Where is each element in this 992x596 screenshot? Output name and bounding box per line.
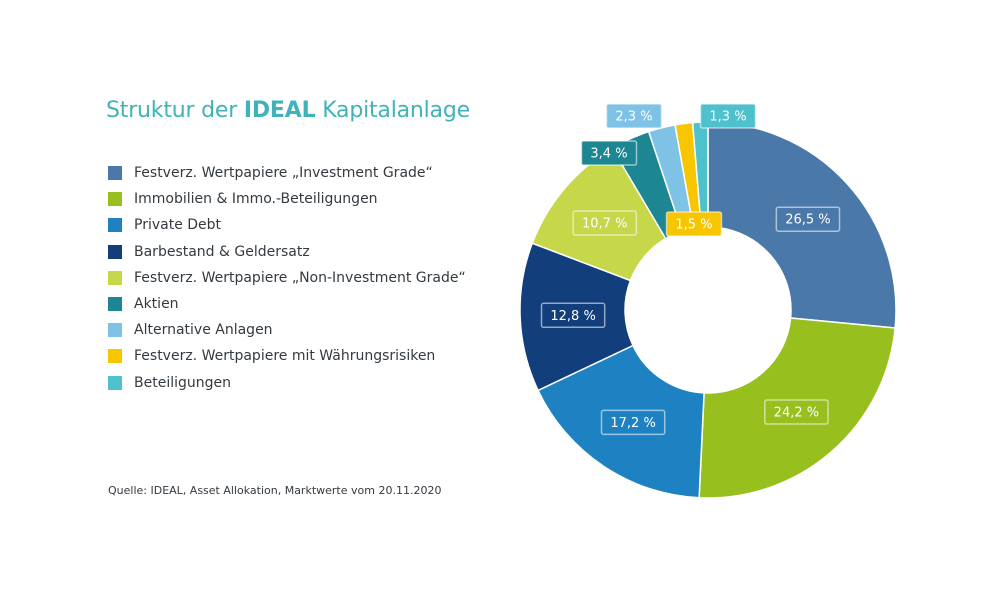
legend-swatch: [108, 270, 122, 285]
data-label-text: 17,2 %: [610, 416, 655, 431]
data-label: 1,3 %: [699, 103, 757, 129]
legend-label: Barbestand & Geldersatz: [134, 243, 310, 260]
data-label: 10,7 %: [572, 210, 638, 236]
legend-item: Immobilien & Immo.-Beteiligungen: [108, 186, 466, 212]
data-label: 17,2 %: [600, 409, 666, 436]
data-label-text: 12,8 %: [550, 309, 595, 324]
chart-title: Struktur der IDEAL Kapitalanlage: [106, 98, 470, 123]
data-label-text: 3,4 %: [590, 147, 627, 162]
legend-item: Festverz. Wertpapiere „Investment Grade“: [108, 160, 466, 186]
data-label-text: 1,3 %: [709, 110, 746, 125]
data-label: 24,2 %: [764, 399, 829, 425]
legend-swatch: [108, 297, 122, 312]
legend-label: Aktien: [134, 296, 179, 313]
legend-item: Alternative Anlagen: [108, 317, 466, 343]
data-label: 3,4 %: [580, 140, 638, 166]
data-label: 12,8 %: [540, 302, 606, 329]
legend-label: Alternative Anlagen: [134, 322, 273, 339]
legend-item: Festverz. Wertpapiere mit Währungsrisike…: [108, 343, 466, 369]
legend-label: Private Debt: [134, 217, 222, 234]
legend-swatch: [108, 166, 122, 181]
data-label-text: 1,5 %: [675, 218, 712, 233]
data-label-text: 26,5 %: [785, 213, 830, 228]
legend-swatch: [108, 244, 122, 259]
source-note: Quelle: IDEAL, Asset Allokation, Marktwe…: [108, 484, 442, 497]
legend-label: Festverz. Wertpapiere „Non-Investment Gr…: [134, 269, 466, 286]
legend-item: Aktien: [108, 291, 466, 317]
legend-item: Beteiligungen: [108, 370, 466, 396]
data-label: 1,5 %: [665, 211, 723, 237]
legend-swatch: [108, 218, 122, 233]
legend-item: Private Debt: [108, 212, 466, 238]
legend-label: Beteiligungen: [134, 374, 231, 391]
legend-swatch: [108, 192, 122, 207]
legend-item: Barbestand & Geldersatz: [108, 239, 466, 265]
data-label: 2,3 %: [605, 103, 663, 129]
data-label-text: 2,3 %: [615, 110, 652, 125]
legend-swatch: [108, 349, 122, 364]
legend-swatch: [108, 323, 122, 338]
legend-item: Festverz. Wertpapiere „Non-Investment Gr…: [108, 265, 466, 291]
legend-swatch: [108, 375, 122, 390]
legend: Festverz. Wertpapiere „Investment Grade“…: [108, 160, 466, 396]
data-label: 26,5 %: [775, 206, 841, 232]
legend-label: Immobilien & Immo.-Beteiligungen: [134, 191, 378, 208]
data-label-text: 24,2 %: [774, 406, 819, 421]
legend-label: Festverz. Wertpapiere „Investment Grade“: [134, 165, 433, 182]
data-label-text: 10,7 %: [582, 217, 627, 232]
legend-label: Festverz. Wertpapiere mit Währungsrisike…: [134, 348, 436, 365]
